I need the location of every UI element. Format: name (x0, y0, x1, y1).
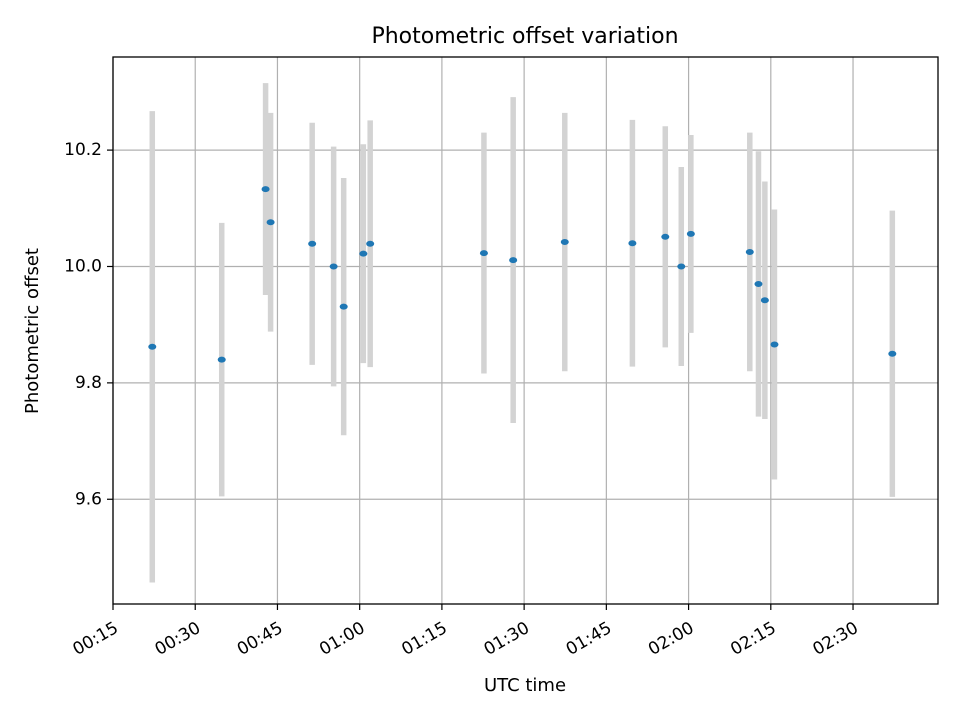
data-point (329, 263, 338, 270)
y-axis-ticks: 9.6 9.8 10.0 10.2 (64, 140, 113, 509)
data-point (359, 250, 368, 257)
data-point (745, 248, 754, 255)
data-point (308, 240, 317, 247)
data-point (261, 186, 270, 193)
data-point (677, 263, 686, 270)
data-point (509, 257, 518, 264)
data-point (686, 230, 695, 237)
y-tick-label: 9.6 (75, 489, 102, 509)
data-point (770, 341, 779, 348)
data-point (760, 297, 769, 304)
chart-title: Photometric offset variation (371, 24, 678, 49)
data-point (479, 250, 488, 257)
data-point (628, 240, 637, 247)
data-point (366, 240, 375, 247)
plot-area-frame (112, 56, 939, 605)
y-tick-label: 10.2 (64, 140, 102, 160)
data-point (754, 280, 763, 287)
data-point (560, 239, 569, 246)
data-point (661, 233, 670, 240)
data-point (217, 356, 226, 363)
grid (112, 57, 938, 604)
y-axis-label: Photometric offset (22, 248, 43, 414)
data-point (888, 350, 897, 357)
data-point (339, 303, 348, 310)
x-axis-label: UTC time (484, 675, 566, 696)
y-tick-label: 10.0 (64, 256, 102, 276)
data-point (266, 219, 275, 226)
y-tick-label: 9.8 (75, 373, 102, 393)
data-point (148, 343, 157, 350)
data-points (148, 186, 897, 363)
